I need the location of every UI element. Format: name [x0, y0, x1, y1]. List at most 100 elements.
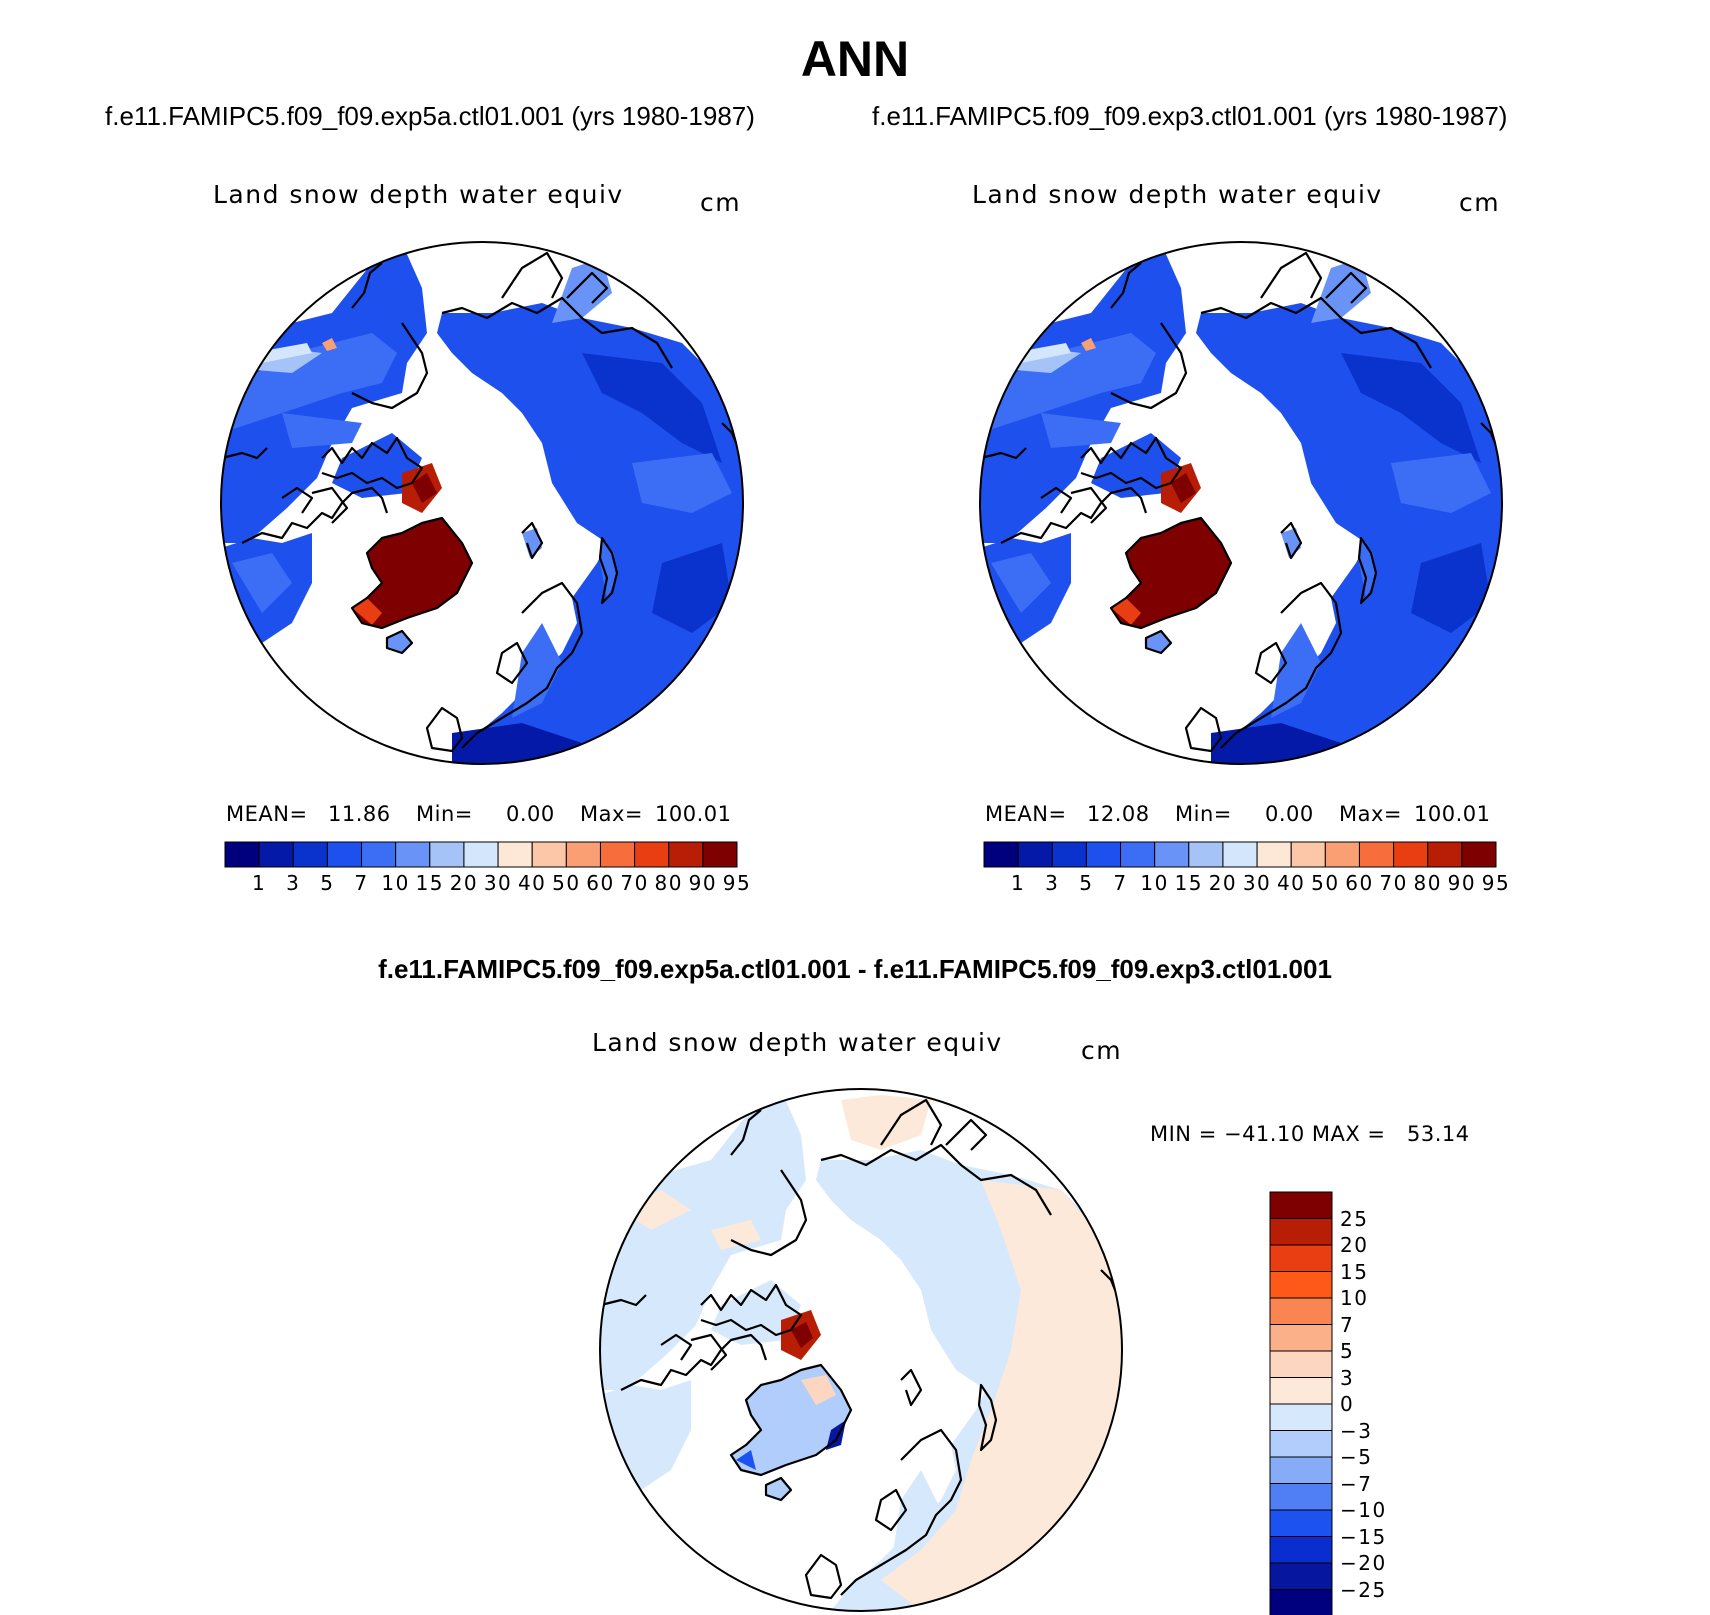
colorbar-a-swatch [361, 841, 397, 868]
panel-a-mean-value: 11.86 [328, 802, 391, 826]
colorbar-diff-swatch [1269, 1244, 1333, 1272]
colorbar-diff-swatch [1269, 1297, 1333, 1325]
main-title: ANN [800, 31, 910, 87]
panel-a-units: cm [700, 188, 742, 217]
colorbar-diff-tick-label: 10 [1340, 1286, 1369, 1310]
panel-a-max-label: Max= [580, 802, 644, 826]
colorbar-diff-tick-label: −5 [1340, 1445, 1373, 1469]
colorbar-diff-tick-label: 25 [1340, 1206, 1369, 1231]
panel-b-variable: Land snow depth water equiv [972, 180, 1383, 209]
colorbar-diff-tick-label: −25 [1340, 1577, 1387, 1602]
colorbar-b-swatch [1256, 841, 1292, 868]
colorbar-diff-swatch [1269, 1536, 1333, 1564]
colorbar-a-swatch [565, 841, 601, 868]
panel-a-variable: Land snow depth water equiv [213, 180, 624, 209]
colorbar-diff-tick-label: −10 [1340, 1498, 1387, 1522]
colorbar-b-swatch [1051, 841, 1087, 868]
colorbar-b-tick-label: 20 [1208, 871, 1238, 895]
panel-b-map [979, 241, 1503, 765]
colorbar-b-tick-label: 3 [1045, 871, 1060, 895]
colorbar-b-tick-label: 95 [1481, 871, 1511, 895]
colorbar-a-tick-label: 5 [320, 871, 335, 895]
panel-b-min-label: Min= [1175, 802, 1232, 826]
panel-a-min-label: Min= [416, 802, 473, 826]
colorbar-diff-swatch [1269, 1191, 1333, 1219]
colorbar-b-tick-label: 7 [1113, 871, 1128, 895]
colorbar-diff-tick-label: 7 [1340, 1312, 1355, 1337]
colorbar-diff-tick-label: 0 [1340, 1392, 1355, 1416]
colorbar-b-swatch [1324, 841, 1360, 868]
colorbar-a-swatch [429, 841, 465, 868]
colorbar-diff-tick-label: −7 [1340, 1471, 1373, 1496]
case-a-title: f.e11.FAMIPC5.f09_f09.exp5a.ctl01.001 (y… [105, 101, 755, 131]
colorbar-diff-swatch [1269, 1430, 1333, 1458]
panel-diff-map [599, 1088, 1123, 1612]
case-b-title: f.e11.FAMIPC5.f09_f09.exp3.ctl01.001 (yr… [872, 101, 1508, 131]
colorbar-diff-tick-label: 3 [1340, 1365, 1355, 1390]
colorbar-diff [1269, 1191, 1333, 1615]
colorbar-a-tick-label: 90 [688, 871, 718, 895]
colorbar-diff-swatch [1269, 1403, 1333, 1431]
colorbar-diff-swatch [1269, 1271, 1333, 1299]
colorbar-diff-tick-label: −20 [1340, 1551, 1387, 1575]
panel-a-mean-label: MEAN= [226, 802, 308, 826]
colorbar-diff-swatch [1269, 1509, 1333, 1537]
panel-a-min-value: 0.00 [506, 802, 555, 826]
colorbar-b-swatch [1017, 841, 1053, 868]
colorbar-a-swatch [395, 841, 431, 868]
colorbar-b-swatch [1154, 841, 1190, 868]
colorbar-b-tick-label: 30 [1242, 871, 1272, 895]
colorbar-b-swatch [1393, 841, 1429, 868]
colorbar-b-tick-label: 15 [1174, 871, 1204, 895]
colorbar-a-swatch [531, 841, 567, 868]
colorbar-diff-swatch [1269, 1562, 1333, 1590]
colorbar-a-swatch [292, 841, 328, 868]
colorbar-b-swatch [1085, 841, 1122, 868]
colorbar-a-swatch [599, 841, 636, 868]
colorbar-b-swatch [1461, 841, 1497, 868]
colorbar-a-tick-label: 3 [286, 871, 301, 895]
colorbar-a-tick-label: 60 [586, 871, 615, 895]
colorbar-diff-swatch [1269, 1377, 1333, 1405]
panel-b-min-value: 0.00 [1265, 802, 1314, 826]
panel-a-map [220, 241, 744, 765]
colorbar-a-tick-label: 10 [381, 871, 410, 895]
colorbar-b-tick-label: 10 [1140, 871, 1169, 895]
colorbar-b-tick-label: 5 [1079, 871, 1094, 895]
panel-diff-units: cm [1081, 1036, 1123, 1065]
colorbar-b-swatch [1222, 841, 1258, 868]
colorbar-b-tick-label: 60 [1345, 871, 1374, 895]
colorbar-a [224, 841, 738, 868]
colorbar-diff-swatch [1269, 1218, 1333, 1246]
colorbar-diff-swatch [1269, 1350, 1333, 1378]
colorbar-a-swatch [634, 841, 670, 868]
panel-diff-minmax: MIN = −41.10 MAX = 53.14 [1150, 1122, 1470, 1146]
colorbar-b-tick-label: 90 [1447, 871, 1477, 895]
colorbar-diff-tick-label: −15 [1340, 1524, 1387, 1549]
colorbar-diff-tick-label: 5 [1340, 1339, 1355, 1363]
colorbar-b-swatch [1290, 841, 1326, 868]
colorbar-b-tick-label: 70 [1379, 871, 1408, 895]
colorbar-b-swatch [983, 841, 1019, 868]
colorbar-a-swatch [668, 841, 704, 868]
colorbar-b [983, 841, 1497, 868]
colorbar-a-swatch [258, 841, 294, 868]
panel-b-mean-value: 12.08 [1087, 802, 1150, 826]
panel-b-mean-label: MEAN= [985, 802, 1067, 826]
colorbar-diff-swatch [1269, 1589, 1333, 1615]
colorbar-a-swatch [497, 841, 533, 868]
colorbar-b-swatch [1120, 841, 1156, 868]
colorbar-b-swatch [1188, 841, 1224, 868]
panel-b-max-value: 100.01 [1414, 802, 1491, 826]
colorbar-a-tick-label: 40 [517, 871, 547, 895]
panel-diff-variable: Land snow depth water equiv [592, 1028, 1003, 1057]
colorbar-a-swatch [326, 841, 363, 868]
colorbar-b-tick-label: 50 [1311, 871, 1340, 895]
colorbar-diff-tick-label: −3 [1340, 1418, 1373, 1443]
colorbar-a-tick-label: 70 [620, 871, 649, 895]
difference-title: f.e11.FAMIPC5.f09_f09.exp5a.ctl01.001 - … [378, 954, 1332, 984]
colorbar-a-tick-label: 7 [354, 871, 369, 895]
colorbar-a-tick-label: 30 [483, 871, 513, 895]
colorbar-a-swatch [702, 841, 738, 868]
